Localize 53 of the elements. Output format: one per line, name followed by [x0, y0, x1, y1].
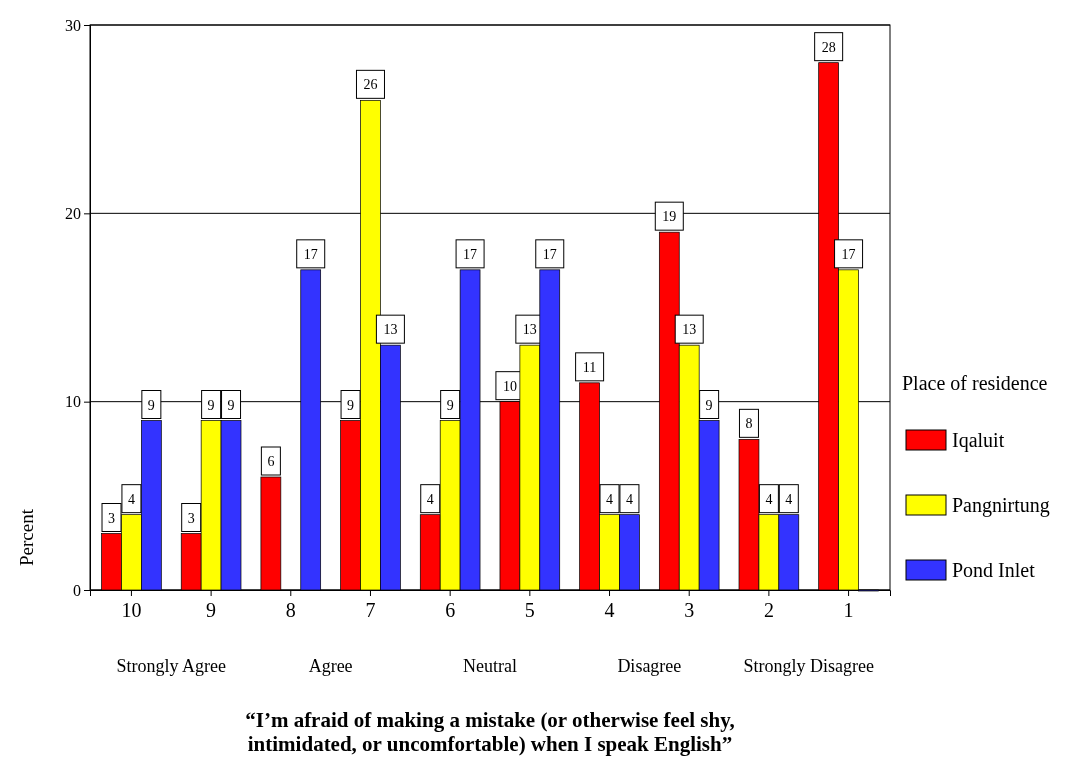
x-axis-title: “I’m afraid of making a mistake (or otherwise feel shy, intimidated, or uncomfortable) when I speak English” — [245, 708, 735, 756]
data-label: 9 — [705, 397, 713, 413]
y-tick-label: 30 — [65, 16, 81, 34]
data-label: 4 — [785, 491, 793, 507]
y-tick-label: 10 — [65, 393, 81, 411]
data-label: 13 — [383, 322, 398, 338]
legend-label: Pangnirtung — [952, 494, 1050, 517]
x-tick-label: 4 — [604, 599, 615, 621]
data-label: 6 — [267, 454, 275, 469]
y-tick-label: 20 — [65, 204, 81, 222]
data-label: 9 — [227, 397, 235, 413]
data-label: 4 — [625, 491, 633, 507]
data-label: 3 — [108, 510, 116, 526]
data-label: 8 — [745, 416, 753, 432]
data-label: 17 — [463, 246, 478, 262]
text: Strongly Agree — [116, 656, 227, 676]
data-label: 28 — [821, 39, 836, 55]
data-label: 17 — [841, 246, 856, 262]
legend-label: Pond Inlet — [952, 559, 1036, 581]
data-label: 9 — [207, 397, 215, 413]
data-label: 13 — [522, 322, 537, 338]
data-label: 26 — [363, 77, 378, 93]
x-tick-label: 10 — [121, 599, 142, 621]
legend-label: Iqaluit — [952, 429, 1005, 452]
text: Disagree — [617, 656, 682, 676]
x-tick-label: 8 — [285, 599, 296, 621]
text: Strongly Disagree — [743, 656, 874, 676]
data-label: 9 — [347, 397, 355, 413]
data-label: 9 — [147, 397, 155, 413]
legend-title: Place of residence — [902, 372, 1048, 394]
data-label: 4 — [127, 491, 135, 507]
data-label: 17 — [303, 246, 318, 262]
x-tick-label: 1 — [843, 599, 854, 621]
data-label: 3 — [187, 510, 195, 526]
data-label: 9 — [446, 397, 454, 413]
x-tick-label: 5 — [524, 599, 535, 621]
text: Agree — [308, 656, 353, 676]
text: Neutral — [463, 656, 517, 676]
data-label: 10 — [502, 378, 517, 394]
x-tick-label: 6 — [445, 599, 456, 621]
data-label: 13 — [682, 322, 697, 338]
x-tick-label: 9 — [206, 599, 217, 621]
data-label: 17 — [542, 246, 557, 262]
x-tick-label: 3 — [684, 599, 695, 621]
data-label: 4 — [765, 491, 773, 507]
y-tick-label: 0 — [73, 581, 81, 599]
data-label: 4 — [426, 491, 434, 507]
data-label: 19 — [662, 209, 677, 225]
data-label: 11 — [582, 359, 597, 375]
y-axis-title: Percent — [16, 508, 37, 566]
x-tick-label: 7 — [365, 599, 376, 621]
data-label: 4 — [606, 491, 614, 507]
x-tick-label: 2 — [763, 599, 774, 621]
